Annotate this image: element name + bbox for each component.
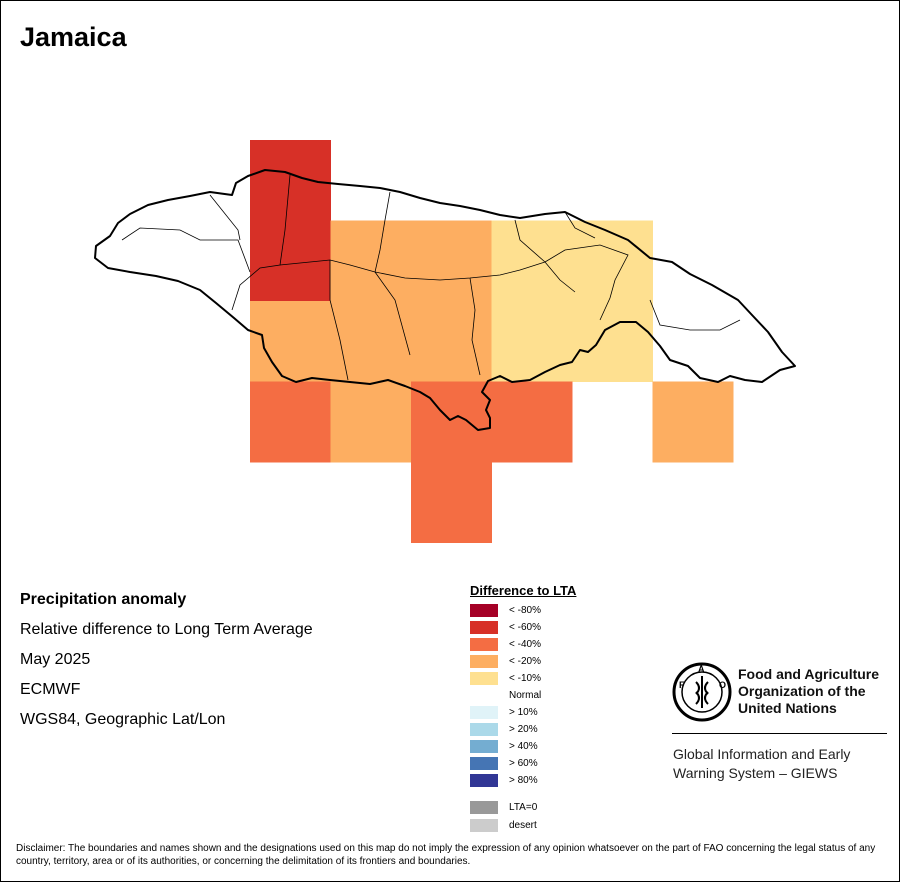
map-title: Jamaica	[20, 22, 127, 52]
map-subtitle: Relative difference to Long Term Average	[20, 621, 313, 638]
legend-swatch	[470, 655, 498, 668]
legend-title: Difference to LTA	[470, 583, 577, 598]
legend: Difference to LTA < -80% < -60% < -40% < -2…	[470, 583, 577, 832]
legend-swatch	[470, 672, 498, 685]
legend-swatch	[470, 723, 498, 736]
legend-label: > 60%	[509, 758, 538, 769]
legend-label: < -60%	[509, 622, 541, 633]
legend-swatch	[470, 774, 498, 787]
legend-label: > 40%	[509, 741, 538, 752]
parish-boundaries	[121, 174, 741, 381]
fao-divider	[672, 733, 887, 734]
legend-label: Normal	[509, 690, 542, 701]
anomaly-grid	[250, 140, 734, 543]
fao-logo-block: F A O Food and Agriculture Organization …	[672, 662, 879, 727]
legend-swatch	[470, 757, 498, 770]
grid-cell	[250, 140, 331, 221]
svg-text:O: O	[719, 680, 726, 690]
grid-cell	[491, 381, 573, 463]
legend-label: < -80%	[509, 605, 541, 616]
legend-swatch	[470, 604, 498, 617]
grid-cell	[652, 381, 734, 463]
legend-swatch	[470, 638, 498, 651]
legend-label: > 20%	[509, 724, 538, 735]
legend-label: < -40%	[509, 639, 541, 650]
giews-name: Global Information and Early Warning Sys…	[673, 746, 851, 781]
map-projection: WGS84, Geographic Lat/Lon	[20, 711, 226, 728]
grid-cell	[411, 220, 492, 302]
grid-cell	[330, 381, 412, 463]
svg-text:A: A	[698, 664, 705, 674]
legend-swatch	[470, 740, 498, 753]
legend-label: LTA=0	[509, 802, 538, 813]
legend-swatch	[470, 621, 498, 634]
disclaimer: Disclaimer: The boundaries and names sho…	[16, 843, 876, 867]
legend-label: desert	[509, 820, 537, 831]
grid-cell	[491, 301, 573, 382]
grid-cell	[572, 301, 653, 382]
legend-label: > 10%	[509, 707, 538, 718]
legend-label: > 80%	[509, 775, 538, 786]
map-source: ECMWF	[20, 681, 81, 698]
legend-label: < -20%	[509, 656, 541, 667]
map-date: May 2025	[20, 651, 91, 668]
fao-emblem-icon: F A O	[672, 662, 732, 722]
grid-cell	[411, 462, 492, 543]
grid-cell	[330, 220, 412, 302]
island-outline	[94, 169, 796, 431]
jamaica-map	[94, 140, 796, 543]
legend-swatch	[470, 706, 498, 719]
legend-swatch	[470, 819, 498, 832]
grid-cell	[491, 220, 573, 302]
grid-cell	[330, 301, 412, 382]
grid-cell	[411, 301, 492, 382]
fao-name: Food and Agriculture Organization of the…	[738, 666, 880, 716]
grid-cell	[250, 381, 331, 463]
map-heading: Precipitation anomaly	[20, 591, 187, 608]
legend-label: < -10%	[509, 673, 541, 684]
svg-text:F: F	[679, 680, 685, 690]
legend-swatch	[470, 801, 498, 814]
map-info: Precipitation anomaly Relative differenc…	[20, 590, 313, 740]
